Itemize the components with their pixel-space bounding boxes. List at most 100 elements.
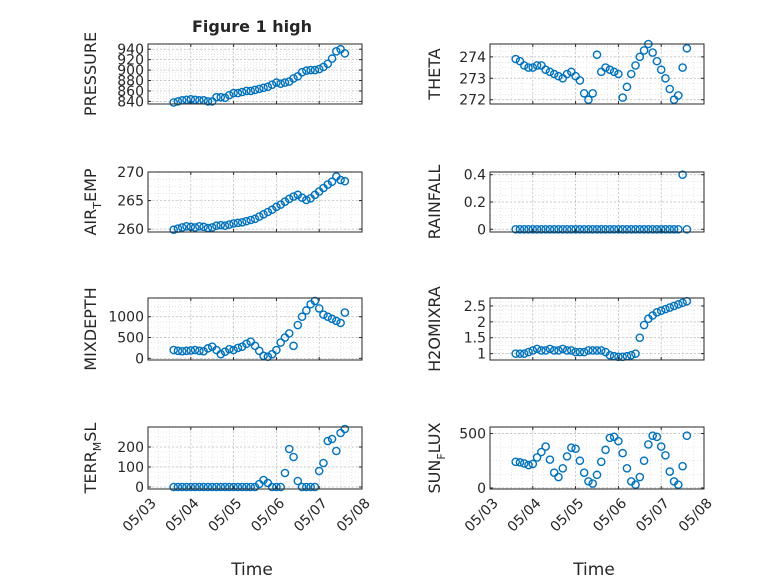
data-point (682, 43, 692, 53)
data-point (554, 224, 563, 234)
data-point (289, 192, 298, 201)
data-point (541, 224, 550, 234)
data-point (674, 91, 683, 100)
data-point (284, 444, 294, 454)
subplot-rainfall: 0 0.2 0.4 RAINFALL (425, 165, 705, 239)
data-point (669, 95, 679, 105)
data-point (626, 350, 636, 360)
data-point (340, 176, 350, 186)
data-point (631, 480, 640, 489)
y-axis-label: PRESSURE (81, 32, 100, 116)
data-point (199, 482, 208, 492)
data-point (250, 341, 260, 351)
data-point (609, 432, 619, 442)
data-point (177, 223, 187, 232)
data-point (596, 457, 606, 467)
data-point (519, 61, 529, 70)
data-point (259, 83, 268, 93)
data-point (177, 482, 187, 492)
data-point (549, 468, 559, 477)
data-point (515, 349, 525, 358)
y-tick-label: 260 (117, 222, 144, 238)
data-point (571, 444, 580, 454)
data-point (622, 224, 632, 234)
data-point (678, 63, 687, 72)
data-point (515, 224, 525, 234)
data-point (648, 431, 657, 441)
data-point (511, 457, 520, 467)
y-tick-label: 500 (459, 427, 486, 443)
data-point (661, 450, 670, 460)
data-point (511, 54, 520, 64)
data-point (571, 347, 580, 357)
data-point (601, 63, 610, 72)
data-point (528, 346, 538, 355)
data-point (639, 456, 649, 466)
data-point (562, 224, 572, 234)
x-tick-label: 05/05 (547, 495, 587, 535)
axes-frame (147, 171, 363, 233)
data-point (229, 88, 238, 98)
data-point (635, 333, 645, 343)
data-point (186, 482, 196, 492)
data-point (233, 218, 243, 228)
y-tick-label: 880 (117, 74, 144, 90)
data-point (237, 217, 247, 227)
data-point (220, 93, 230, 103)
data-point (631, 224, 640, 234)
y-tick-label: 1.5 (464, 331, 486, 347)
data-point (319, 458, 328, 468)
data-point (605, 433, 615, 443)
data-point (297, 482, 307, 492)
data-point (635, 52, 645, 62)
data-point (332, 47, 341, 56)
data-point (558, 224, 568, 234)
subplot-terr_msl: 0 100 200 05/03 05/04 05/05 05/06 05/07 05/08 TER… (81, 423, 374, 536)
data-point (545, 455, 555, 464)
y-tick-label: 0 (135, 351, 144, 367)
data-point (596, 346, 606, 355)
data-point (614, 69, 623, 79)
data-point (297, 67, 307, 77)
data-point (524, 460, 533, 470)
data-point (562, 346, 572, 355)
data-point (652, 224, 662, 234)
data-point (614, 436, 623, 446)
data-point (182, 95, 191, 105)
data-point (293, 476, 303, 486)
data-point (225, 90, 234, 100)
data-point (579, 468, 589, 477)
data-point (519, 459, 529, 468)
data-point (250, 85, 260, 95)
y-tick-label: 920 (117, 53, 144, 69)
data-point (259, 209, 268, 219)
y-tick-label: 0.2 (464, 195, 486, 211)
data-point (605, 65, 615, 75)
data-point (661, 224, 670, 234)
y-tick-label: 860 (117, 84, 144, 100)
data-point (584, 224, 593, 234)
data-point (323, 436, 333, 446)
data-point (644, 440, 653, 449)
data-point (554, 472, 563, 482)
data-point (669, 224, 679, 234)
data-point (644, 224, 653, 234)
data-point (323, 312, 333, 322)
y-tick-label: 1000 (108, 310, 144, 326)
data-point (528, 224, 538, 234)
data-point (169, 345, 178, 355)
data-point (259, 351, 268, 361)
data-point (588, 479, 598, 488)
data-point (173, 482, 183, 492)
data-point (229, 219, 238, 228)
data-point (567, 67, 576, 77)
data-point (182, 221, 191, 231)
data-point (272, 482, 281, 492)
data-point (678, 461, 687, 471)
data-point (340, 308, 350, 317)
axes-frame (489, 426, 705, 490)
data-point (267, 80, 277, 89)
data-point (545, 224, 555, 234)
y-tick-label: 274 (459, 50, 486, 66)
y-tick-label: 840 (117, 94, 144, 110)
